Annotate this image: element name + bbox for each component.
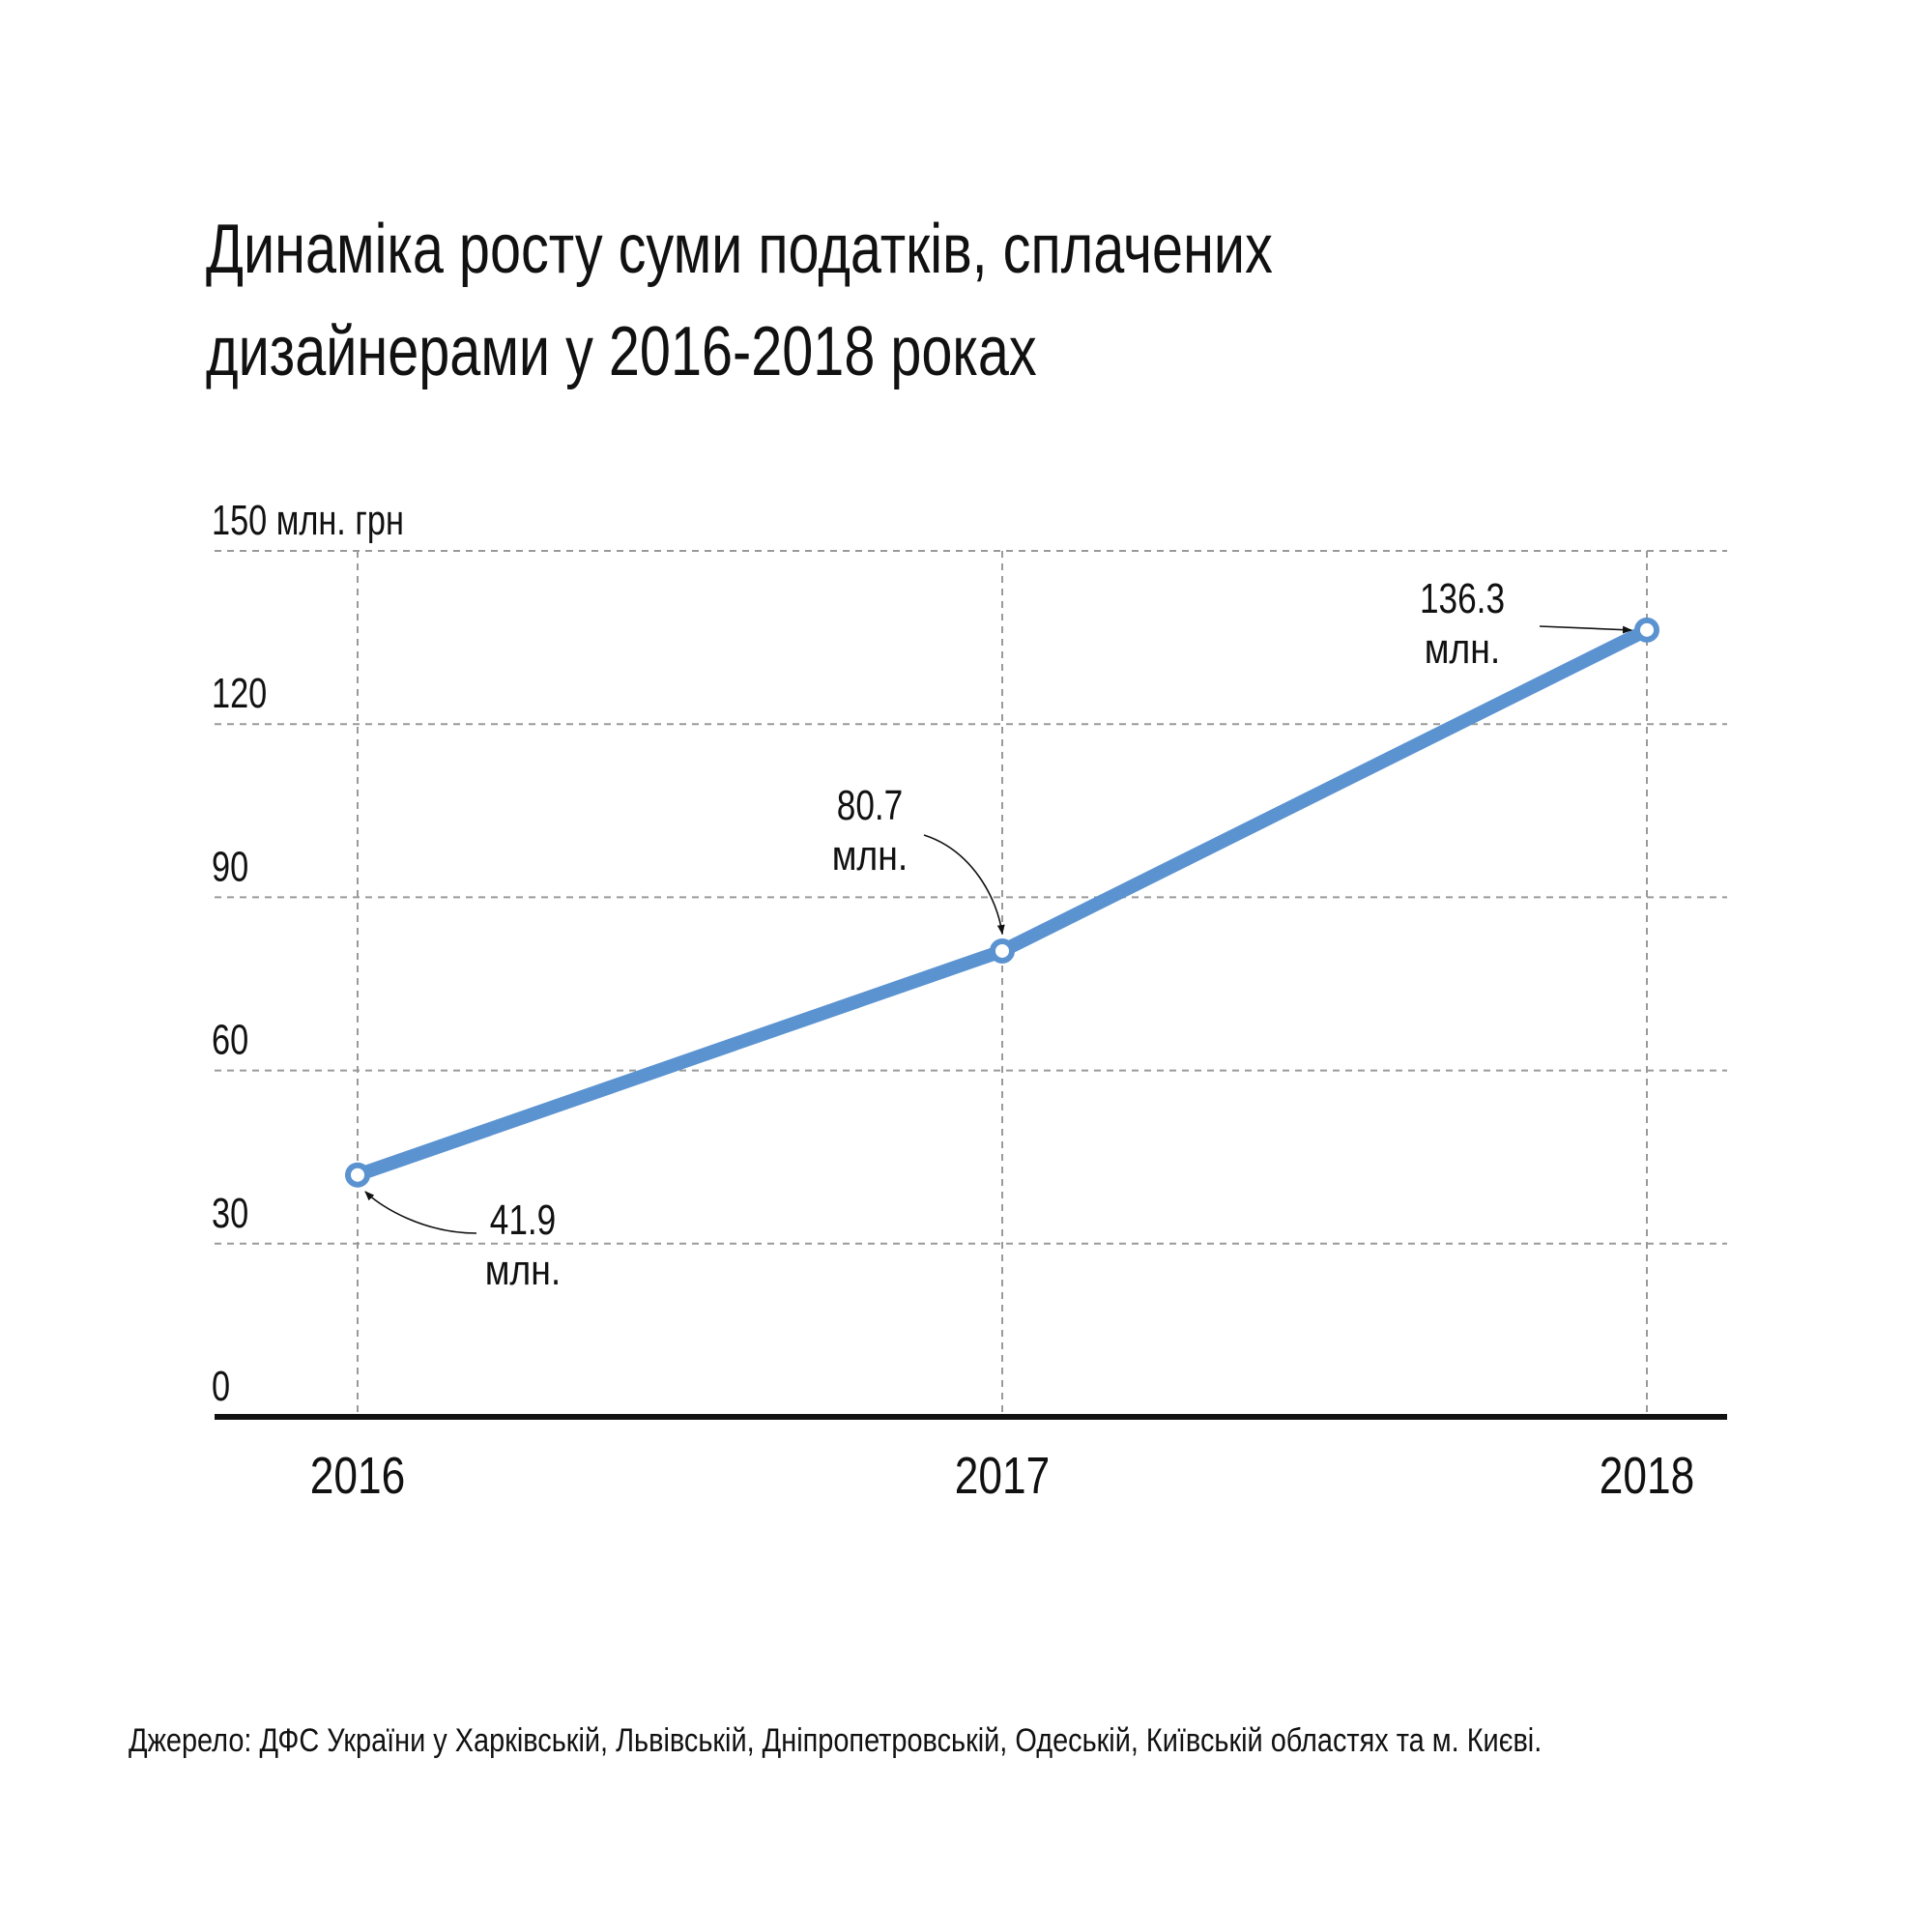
data-point-2018 [1634,617,1659,643]
vertical-gridlines [357,551,1648,1417]
horizontal-gridlines [215,550,1727,1245]
data-point-2017 [990,937,1015,964]
y-tick-label: 30 [212,1190,248,1237]
annotation-value: 80.7 [837,782,903,829]
x-tick-label: 2016 [310,1447,405,1505]
annotation-unit: млн. [1425,624,1501,673]
data-point-2016 [345,1162,370,1188]
annotation-value: 41.9 [490,1197,556,1244]
x-tick-label: 2017 [955,1447,1050,1505]
x-axis-ticks: 2016 2017 2018 [310,1447,1694,1505]
annotation-arrow [364,1191,477,1234]
annotation-value: 136.3 [1420,575,1505,622]
annotation-unit: млн. [832,831,908,879]
source-note: Джерело: ДФС України у Харківській, Льві… [129,1722,1543,1759]
y-axis-ticks: 0 30 60 90 120 150 млн. грн [212,497,404,1410]
chart-title-line-2: дизайнерами у 2016-2018 роках [206,313,1037,390]
series-group [345,617,1659,1188]
y-tick-label: 120 [212,670,267,717]
chart-title-line-1: Динаміка росту суми податків, сплачених [206,211,1273,288]
y-tick-label: 90 [212,843,248,890]
y-tick-label: 150 млн. грн [212,497,404,544]
x-tick-label: 2018 [1600,1447,1694,1505]
chart-title: Динаміка росту суми податків, сплачених … [206,198,1520,403]
y-tick-label: 60 [212,1017,248,1064]
annotation-arrow [1539,625,1632,634]
annotation-unit: млн. [485,1246,562,1294]
y-tick-label: 0 [212,1363,230,1410]
annotation-arrow [923,834,1005,935]
